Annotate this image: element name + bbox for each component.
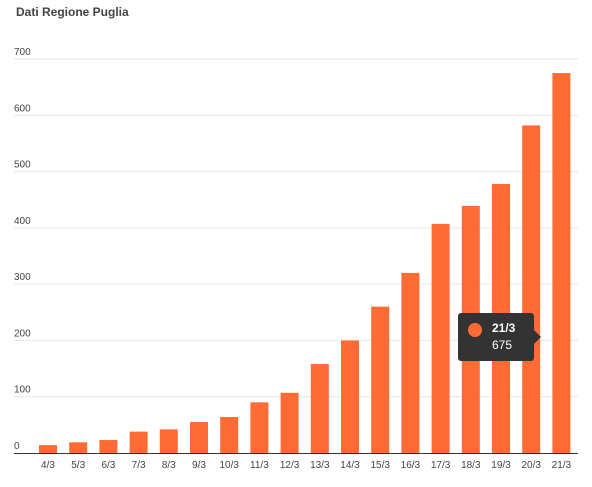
y-tick-label: 600 xyxy=(14,103,31,114)
x-tick-label: 17/3 xyxy=(431,460,451,471)
x-tick-label: 20/3 xyxy=(521,460,541,471)
x-axis-ticks: 4/3 5/3 6/3 7/3 8/3 9/3 10/3 11/3 12/3 13/3 14/3 15… xyxy=(41,460,572,471)
bar[interactable] xyxy=(310,364,329,453)
bar[interactable] xyxy=(341,340,359,453)
bar[interactable] xyxy=(522,125,541,453)
bar[interactable] xyxy=(159,429,178,453)
bar[interactable] xyxy=(552,73,571,454)
x-tick-label: 12/3 xyxy=(280,460,300,471)
x-tick-label: 6/3 xyxy=(101,460,115,471)
chart-title: Dati Regione Puglia xyxy=(16,5,129,19)
bar[interactable] xyxy=(250,402,269,453)
x-tick-label: 9/3 xyxy=(192,460,206,471)
x-tick-label: 5/3 xyxy=(71,460,85,471)
series-dot-icon xyxy=(468,323,482,337)
bar[interactable] xyxy=(190,422,208,453)
bar[interactable] xyxy=(431,223,450,453)
y-tick-label: 100 xyxy=(14,385,31,396)
y-tick-label: 300 xyxy=(14,272,31,283)
y-tick-label: 500 xyxy=(14,160,31,171)
data-tooltip: 21/3 675 xyxy=(458,313,541,361)
bar[interactable] xyxy=(220,416,239,453)
x-tick-label: 16/3 xyxy=(401,460,421,471)
x-tick-label: 18/3 xyxy=(461,460,481,471)
bar[interactable] xyxy=(371,306,390,453)
bar[interactable] xyxy=(129,431,148,453)
x-tick-label: 13/3 xyxy=(310,460,330,471)
bar[interactable] xyxy=(69,442,88,453)
x-tick-label: 15/3 xyxy=(370,460,390,471)
x-tick-label: 14/3 xyxy=(340,460,360,471)
x-tick-label: 19/3 xyxy=(491,460,511,471)
bar[interactable] xyxy=(401,272,420,453)
tooltip-category: 21/3 xyxy=(492,321,516,335)
x-tick-label: 8/3 xyxy=(162,460,176,471)
x-tick-label: 4/3 xyxy=(41,460,55,471)
y-axis-ticks: 0 100 200 300 400 500 600 700 xyxy=(14,47,31,452)
y-tick-label: 0 xyxy=(14,441,20,452)
y-tick-label: 700 xyxy=(14,47,31,58)
bars xyxy=(39,73,571,454)
x-tick-label: 21/3 xyxy=(552,460,572,471)
y-tick-label: 200 xyxy=(14,328,31,339)
tooltip-value: 675 xyxy=(492,338,513,352)
bar[interactable] xyxy=(39,445,57,453)
y-tick-label: 400 xyxy=(14,216,31,227)
x-tick-label: 10/3 xyxy=(219,460,239,471)
bar[interactable] xyxy=(280,392,299,453)
x-tick-label: 11/3 xyxy=(250,460,269,471)
bar[interactable] xyxy=(99,440,118,453)
x-tick-label: 7/3 xyxy=(132,460,146,471)
